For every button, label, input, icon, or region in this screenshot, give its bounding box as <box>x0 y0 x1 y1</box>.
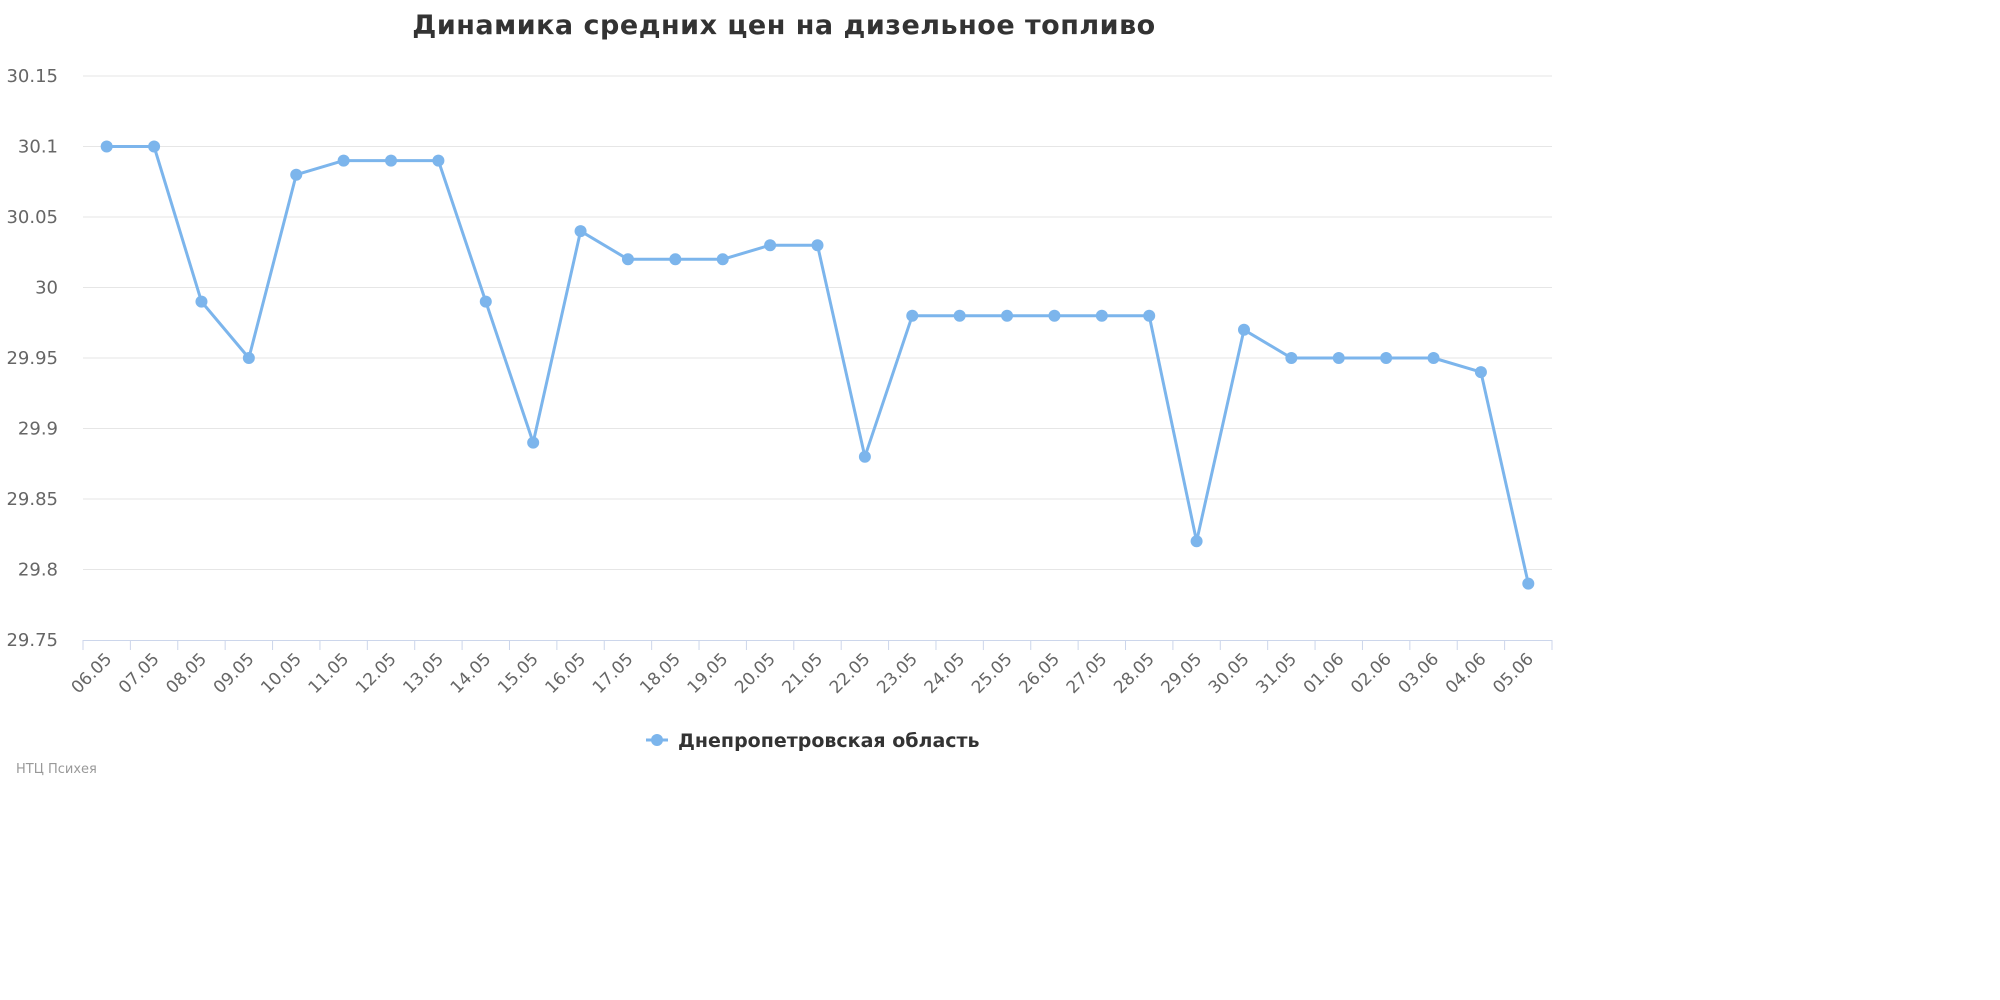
data-point <box>195 295 208 308</box>
data-point <box>906 309 919 322</box>
legend-symbol-marker <box>651 734 663 746</box>
x-tick-label: 29.05 <box>1158 649 1207 698</box>
data-point <box>669 253 682 266</box>
credits-text[interactable]: НТЦ Психея <box>16 762 97 777</box>
x-tick-label: 07.05 <box>115 649 164 698</box>
data-point <box>1522 577 1535 590</box>
data-point <box>527 436 540 449</box>
x-tick-label: 05.06 <box>1489 649 1538 698</box>
x-tick-label: 08.05 <box>162 649 211 698</box>
data-point <box>290 168 303 181</box>
x-tick-label: 21.05 <box>778 649 827 698</box>
x-tick-label: 31.05 <box>1252 649 1301 698</box>
x-tick-label: 25.05 <box>968 649 1017 698</box>
legend-label: Днепропетровская область <box>678 730 980 752</box>
data-point <box>1332 352 1345 364</box>
y-tick-label: 29.95 <box>6 348 58 369</box>
x-tick-label: 28.05 <box>1110 649 1159 698</box>
y-tick-label: 29.8 <box>18 560 58 581</box>
chart-container: Динамика средних цен на дизельное топлив… <box>6 10 1553 777</box>
data-point <box>1427 352 1440 364</box>
data-point <box>764 239 777 252</box>
data-point <box>1143 309 1156 322</box>
x-tick-label: 15.05 <box>494 649 543 698</box>
y-tick-label: 30 <box>35 278 58 299</box>
y-tick-label: 29.85 <box>6 489 58 510</box>
x-tick-label: 01.06 <box>1300 649 1349 698</box>
data-point <box>1001 309 1014 322</box>
x-tick-label: 22.05 <box>826 649 875 698</box>
data-point <box>1048 309 1061 322</box>
x-tick-label: 19.05 <box>684 649 733 698</box>
data-point <box>337 154 350 167</box>
data-point <box>811 239 824 252</box>
data-point <box>242 352 255 364</box>
x-tick-label: 14.05 <box>447 649 496 698</box>
data-point <box>1380 352 1393 364</box>
x-tick-label: 18.05 <box>636 649 685 698</box>
data-point <box>1285 352 1298 364</box>
x-tick-label: 03.06 <box>1395 649 1444 698</box>
y-tick-label: 29.9 <box>18 419 58 440</box>
data-point <box>621 253 634 266</box>
data-point <box>479 295 492 308</box>
x-tick-label: 13.05 <box>399 649 448 698</box>
x-tick-label: 24.05 <box>921 649 970 698</box>
data-point <box>716 253 729 266</box>
series-0 <box>100 140 1535 590</box>
legend[interactable]: Днепропетровская область <box>646 730 980 752</box>
data-point <box>1474 366 1487 379</box>
x-tick-label: 30.05 <box>1205 649 1254 698</box>
x-tick-label: 26.05 <box>1015 649 1064 698</box>
data-point <box>1095 309 1108 322</box>
x-tick-label: 20.05 <box>731 649 780 698</box>
x-axis: 06.0507.0508.0509.0510.0511.0512.0513.05… <box>68 640 1553 698</box>
x-tick-label: 06.05 <box>68 649 117 698</box>
x-tick-label: 04.06 <box>1442 649 1491 698</box>
x-tick-label: 16.05 <box>542 649 591 698</box>
x-tick-label: 12.05 <box>352 649 401 698</box>
y-tick-label: 29.75 <box>6 630 58 651</box>
x-tick-label: 17.05 <box>589 649 638 698</box>
x-tick-label: 23.05 <box>873 649 922 698</box>
chart-title: Динамика средних цен на дизельное топлив… <box>412 10 1156 41</box>
x-tick-label: 11.05 <box>305 649 354 698</box>
data-point <box>100 140 113 153</box>
x-tick-label: 27.05 <box>1063 649 1112 698</box>
x-tick-label: 02.06 <box>1347 649 1396 698</box>
y-tick-label: 30.1 <box>18 137 58 158</box>
data-point <box>953 309 966 322</box>
y-tick-label: 30.05 <box>6 207 58 228</box>
series-line <box>105 145 1530 586</box>
data-point <box>148 140 161 153</box>
data-point <box>858 450 871 463</box>
line-chart: 29.75 29.8 29.85 29.9 29.95 30 30.05 30.1 30.15 0… <box>6 66 1553 752</box>
data-point <box>1190 535 1203 548</box>
y-tick-label: 30.15 <box>6 66 58 87</box>
data-point <box>432 154 445 167</box>
data-point <box>574 225 587 238</box>
data-point <box>1237 323 1250 336</box>
data-point <box>385 154 398 167</box>
x-tick-label: 10.05 <box>257 649 306 698</box>
x-tick-label: 09.05 <box>210 649 259 698</box>
